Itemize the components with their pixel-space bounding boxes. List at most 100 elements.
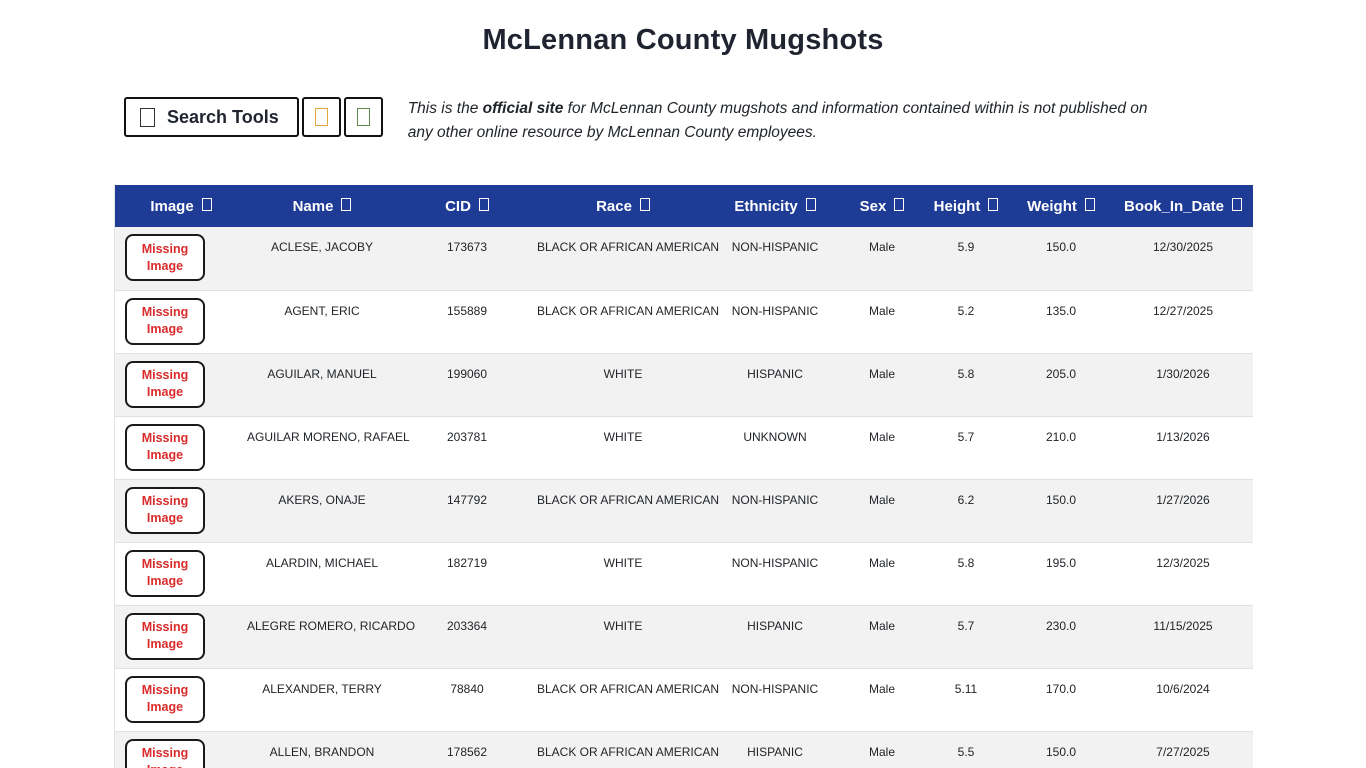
table-row: Missing Image ACLESE, JACOBY 173673 BLAC… [115, 227, 1253, 291]
cell-sex: Male [841, 227, 923, 291]
column-label: CID [445, 197, 471, 215]
cell-height: 5.7 [923, 416, 1009, 480]
cell-image: Missing Image [115, 605, 247, 669]
missing-image-placeholder[interactable]: Missing Image [125, 549, 205, 597]
cell-weight: 150.0 [1009, 731, 1113, 768]
column-header-image[interactable]: Image [115, 185, 247, 227]
missing-image-placeholder[interactable]: Missing Image [125, 675, 205, 723]
sort-icon [1232, 197, 1243, 211]
cell-book-in-date: 7/27/2025 [1113, 731, 1253, 768]
column-label: Height [933, 197, 981, 215]
cell-weight: 170.0 [1009, 668, 1113, 732]
sort-icon [988, 197, 999, 211]
orange-tool-button[interactable] [301, 97, 341, 137]
cell-ethnicity: UNKNOWN [709, 416, 841, 480]
cell-weight: 210.0 [1009, 416, 1113, 480]
missing-image-placeholder[interactable]: Missing Image [125, 423, 205, 471]
table-row: Missing Image AGENT, ERIC 155889 BLACK O… [115, 290, 1253, 354]
missing-image-placeholder[interactable]: Missing Image [125, 360, 205, 408]
cell-name: AKERS, ONAJE [247, 479, 397, 543]
cell-cid: 173673 [397, 227, 537, 291]
column-header-race[interactable]: Race [537, 185, 709, 227]
cell-weight: 195.0 [1009, 542, 1113, 606]
cell-book-in-date: 1/13/2026 [1113, 416, 1253, 480]
missing-image-placeholder[interactable]: Missing Image [125, 738, 205, 768]
column-header-name[interactable]: Name [247, 185, 397, 227]
green-tool-button[interactable] [343, 97, 383, 137]
cell-weight: 205.0 [1009, 353, 1113, 417]
page-title: McLennan County Mugshots [482, 24, 884, 56]
cell-sex: Male [841, 479, 923, 543]
cell-race: BLACK OR AFRICAN AMERICAN [537, 731, 719, 768]
table-header: Image Name CID Race Ethnicity Sex Height… [115, 185, 1253, 227]
cell-image: Missing Image [115, 227, 247, 291]
cell-cid: 203781 [397, 416, 537, 480]
sort-icon [894, 197, 905, 211]
missing-image-placeholder[interactable]: Missing Image [125, 486, 205, 534]
cell-height: 5.5 [923, 731, 1009, 768]
missing-image-placeholder[interactable]: Missing Image [125, 234, 205, 281]
column-header-sex[interactable]: Sex [841, 185, 923, 227]
column-header-ethnicity[interactable]: Ethnicity [709, 185, 841, 227]
cell-image: Missing Image [115, 290, 247, 354]
table-row: Missing Image ALEGRE ROMERO, RICARDO 203… [115, 605, 1253, 669]
cell-sex: Male [841, 416, 923, 480]
mugshots-table: Image Name CID Race Ethnicity Sex Height… [115, 185, 1253, 768]
cell-ethnicity: HISPANIC [709, 353, 841, 417]
orange-tool-icon [314, 108, 328, 126]
missing-image-placeholder[interactable]: Missing Image [125, 297, 205, 345]
cell-name: AGENT, ERIC [247, 290, 397, 354]
cell-sex: Male [841, 668, 923, 732]
cell-weight: 230.0 [1009, 605, 1113, 669]
cell-book-in-date: 1/27/2026 [1113, 479, 1253, 543]
column-header-cid[interactable]: CID [397, 185, 537, 227]
column-header-height[interactable]: Height [923, 185, 1009, 227]
cell-weight: 150.0 [1009, 227, 1113, 291]
cell-weight: 150.0 [1009, 479, 1113, 543]
cell-name: ACLESE, JACOBY [247, 227, 397, 291]
search-tools-group: Search Tools [124, 97, 383, 137]
search-icon [140, 107, 155, 127]
cell-image: Missing Image [115, 416, 247, 480]
search-tools-button[interactable]: Search Tools [124, 97, 299, 137]
cell-image: Missing Image [115, 731, 247, 768]
cell-book-in-date: 10/6/2024 [1113, 668, 1253, 732]
column-header-weight[interactable]: Weight [1009, 185, 1113, 227]
cell-race: BLACK OR AFRICAN AMERICAN [537, 227, 719, 291]
cell-cid: 199060 [397, 353, 537, 417]
cell-race: WHITE [537, 605, 709, 669]
mugshots-table-wrap: Image Name CID Race Ethnicity Sex Height… [114, 185, 1253, 768]
column-label: Name [292, 197, 334, 215]
cell-ethnicity: NON-HISPANIC [709, 290, 841, 354]
cell-sex: Male [841, 290, 923, 354]
cell-name: ALARDIN, MICHAEL [247, 542, 397, 606]
cell-cid: 203364 [397, 605, 537, 669]
table-row: Missing Image AGUILAR, MANUEL 199060 WHI… [115, 353, 1253, 417]
cell-sex: Male [841, 605, 923, 669]
table-row: Missing Image AGUILAR MORENO, RAFAEL 203… [115, 416, 1253, 480]
cell-image: Missing Image [115, 353, 247, 417]
site-description: This is the official site for McLennan C… [408, 97, 1153, 145]
cell-sex: Male [841, 731, 923, 768]
cell-name: ALEXANDER, TERRY [247, 668, 397, 732]
cell-height: 5.9 [923, 227, 1009, 291]
description-intro: This is the [407, 100, 483, 117]
cell-race: WHITE [537, 353, 709, 417]
column-label: Book_In_Date [1123, 197, 1225, 215]
description-rest: for McLennan County mugshots and informa… [407, 100, 1148, 141]
cell-height: 6.2 [923, 479, 1009, 543]
missing-image-placeholder[interactable]: Missing Image [125, 612, 205, 660]
cell-ethnicity: NON-HISPANIC [709, 542, 841, 606]
cell-cid: 182719 [397, 542, 537, 606]
sort-icon [341, 197, 352, 211]
cell-race: BLACK OR AFRICAN AMERICAN [537, 290, 719, 354]
column-header-book-in-date[interactable]: Book_In_Date [1113, 185, 1253, 227]
description-bold: official site [482, 100, 564, 117]
cell-name: ALLEN, BRANDON [247, 731, 397, 768]
table-row: Missing Image ALEXANDER, TERRY 78840 BLA… [115, 668, 1253, 732]
column-label: Image [150, 197, 194, 215]
cell-book-in-date: 1/30/2026 [1113, 353, 1253, 417]
cell-book-in-date: 12/3/2025 [1113, 542, 1253, 606]
sort-icon [1084, 197, 1095, 211]
cell-ethnicity: NON-HISPANIC [709, 479, 841, 543]
